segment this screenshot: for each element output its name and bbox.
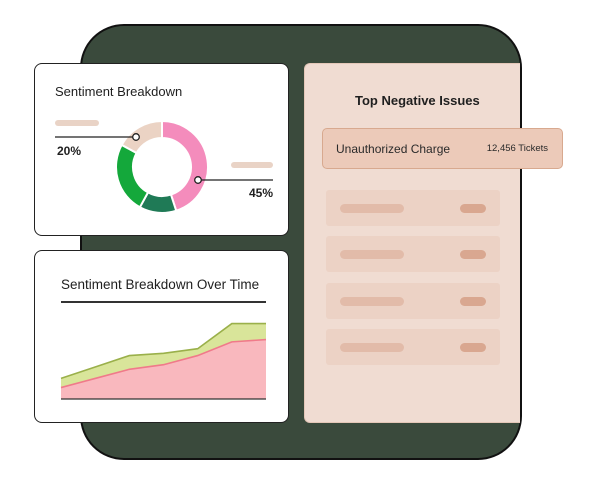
donut-segment-green — [115, 143, 150, 209]
title-divider — [61, 301, 266, 303]
placeholder-count-bar — [460, 204, 486, 213]
legend-placeholder-right — [231, 162, 273, 168]
placeholder-count-bar — [460, 250, 486, 259]
donut-segment-beige — [120, 119, 163, 155]
area-line-0 — [60, 338, 267, 389]
top-negative-issues-title: Top Negative Issues — [355, 93, 480, 108]
placeholder-count-bar — [460, 297, 486, 306]
area-chart — [60, 322, 267, 400]
issue-row-placeholder[interactable] — [326, 236, 500, 272]
placeholder-label-bar — [340, 250, 404, 259]
right-leader-dot — [194, 176, 202, 184]
placeholder-count-bar — [460, 343, 486, 352]
placeholder-label-bar — [340, 204, 404, 213]
area-series-0 — [61, 339, 266, 399]
issue-row-highlighted[interactable]: Unauthorized Charge 12,456 Tickets — [322, 128, 563, 169]
sentiment-breakdown-card: Sentiment Breakdown 20% 45% — [34, 63, 289, 236]
sentiment-over-time-title: Sentiment Breakdown Over Time — [61, 277, 260, 292]
issue-row-placeholder[interactable] — [326, 329, 500, 365]
placeholder-label-bar — [340, 297, 404, 306]
left-percent-label: 20% — [57, 144, 82, 158]
left-leader-dot — [132, 133, 140, 141]
placeholder-label-bar — [340, 343, 404, 352]
donut-segments — [115, 119, 209, 214]
issue-row-placeholder[interactable] — [326, 190, 500, 226]
sentiment-breakdown-title: Sentiment Breakdown — [55, 84, 183, 99]
issue-name: Unauthorized Charge — [336, 142, 451, 156]
issue-row-placeholder[interactable] — [326, 283, 500, 319]
sentiment-over-time-card: Sentiment Breakdown Over Time — [34, 250, 289, 423]
legend-placeholder-left — [55, 120, 99, 126]
right-percent-label: 45% — [249, 186, 274, 200]
area-line-1 — [60, 322, 266, 380]
donut-segment-pink — [161, 119, 209, 213]
issue-ticket-count: 12,456 Tickets — [486, 143, 548, 154]
donut-chart — [55, 119, 273, 214]
